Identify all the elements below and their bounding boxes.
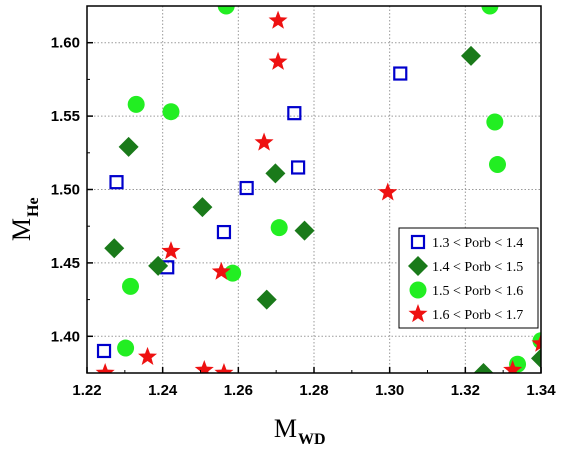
data-point [287,106,302,121]
x-tick-label: 1.24 [148,382,178,399]
data-point [122,277,140,295]
data-point [531,348,541,369]
data-point [503,360,523,373]
data-point [268,51,288,70]
data-point [254,132,274,151]
legend-label: 1.4 < Porb < 1.5 [432,260,523,275]
y-axis-label: M [7,218,36,241]
data-point [95,363,115,373]
data-point [161,241,181,260]
legend-marker [410,234,426,250]
data-point [96,343,112,359]
x-tick-label: 1.30 [375,382,404,399]
y-tick-label: 1.40 [51,328,80,345]
y-tick-label: 1.55 [51,108,80,125]
data-point [127,95,145,113]
data-point [486,113,504,131]
data-point [216,224,232,240]
data-point [118,136,139,157]
data-point [239,180,254,196]
legend-label: 1.5 < Porb < 1.6 [432,284,523,299]
data-point [291,160,306,175]
data-point [211,261,231,280]
legend-marker [409,281,427,299]
data-point [473,363,494,373]
data-point [270,219,288,237]
y-tick-label: 1.60 [51,35,80,52]
data-points [95,6,541,373]
data-point [294,220,315,241]
legend-marker [408,256,428,276]
x-tick-label: 1.28 [299,382,328,399]
data-point [378,182,398,201]
axis-ticks: 1.22 1.24 1.26 1.28 1.30 1.32 1.34 1.40 1.45 1.50… [51,35,556,399]
x-tick-label: 1.26 [224,382,253,399]
data-point [461,45,482,66]
legend-label: 1.6 < Porb < 1.7 [432,308,523,323]
data-point [192,197,213,218]
data-point [148,255,169,276]
data-point [481,6,499,15]
x-axis-label: M [274,414,297,443]
x-axis-label-subscript: WD [298,431,326,448]
data-point [265,163,286,184]
data-point [531,333,541,352]
data-point [214,363,234,373]
legend-label: 1.3 < Porb < 1.4 [432,236,523,251]
data-point [194,360,214,373]
data-point [138,346,158,365]
data-point [217,6,235,15]
y-axis-title: M He [7,197,42,241]
y-tick-label: 1.50 [51,182,80,199]
data-point [256,289,277,310]
data-point [162,103,180,121]
y-axis-label-subscript: He [25,197,42,217]
data-point [393,66,408,81]
data-point [268,10,288,29]
legend: 1.3 < Porb < 1.4 1.4 < Porb < 1.5 1.5 < Po… [398,227,539,329]
x-tick-label: 1.32 [451,382,480,399]
y-tick-label: 1.45 [51,255,80,272]
data-point [488,156,506,174]
data-point [109,175,124,190]
x-tick-label: 1.22 [72,382,101,399]
data-point [104,238,125,259]
x-tick-label: 1.34 [526,382,556,399]
legend-marker [408,304,428,323]
data-point [117,339,135,357]
x-axis-title: M WD [274,414,326,448]
